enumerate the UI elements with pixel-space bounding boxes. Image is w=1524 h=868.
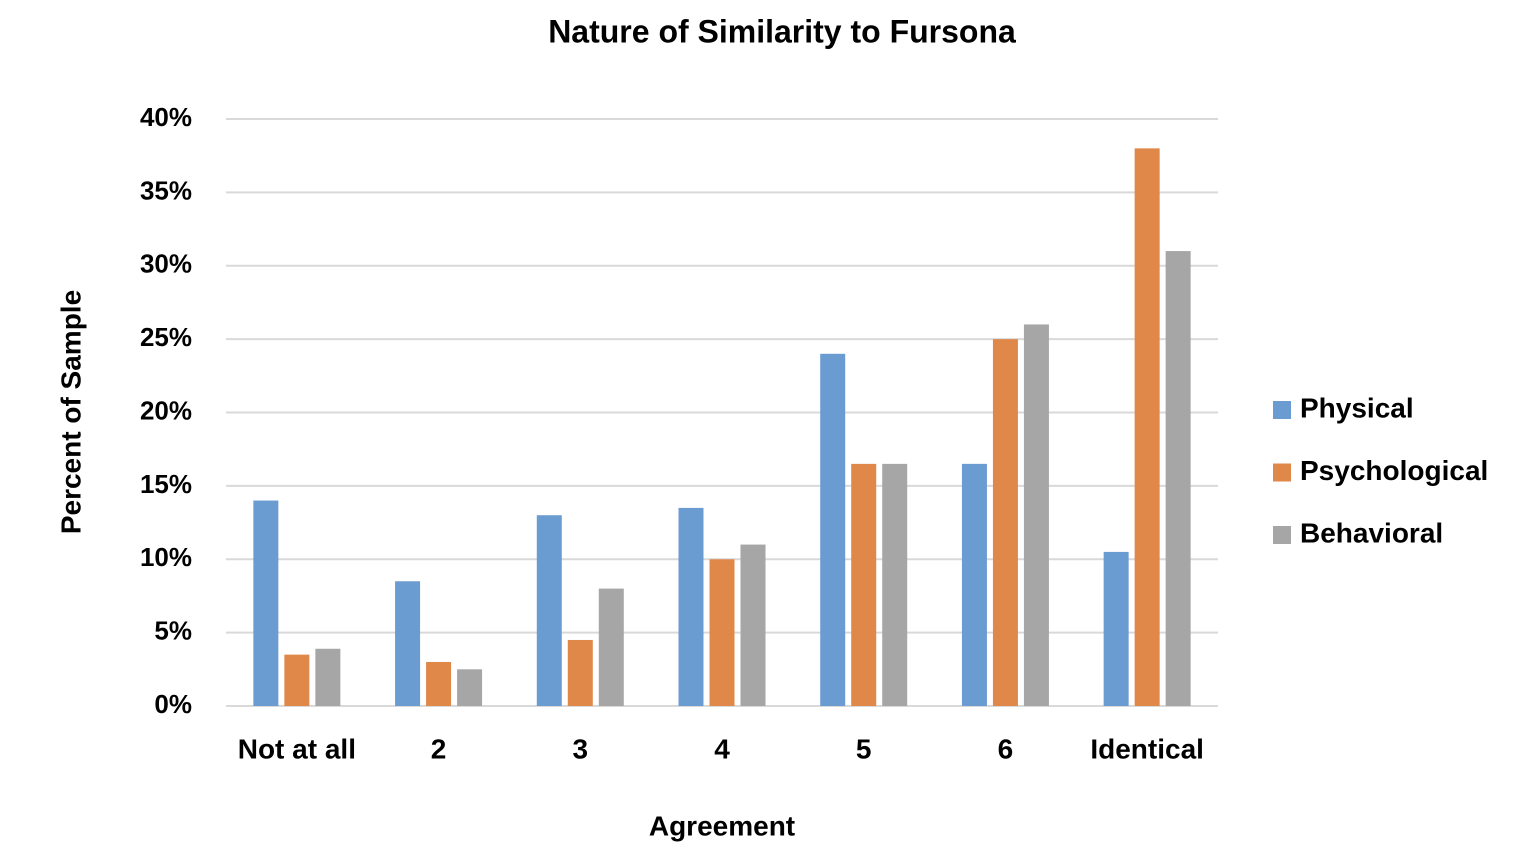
x-tick-label: Not at all bbox=[238, 733, 356, 764]
bar bbox=[1023, 324, 1049, 706]
legend-swatch bbox=[1273, 463, 1291, 482]
bar bbox=[253, 500, 279, 706]
legend-swatch bbox=[1273, 526, 1291, 544]
y-tick-label: 5% bbox=[154, 616, 192, 646]
x-tick-label: 5 bbox=[856, 733, 872, 764]
bar bbox=[992, 339, 1018, 706]
y-tick-label: 20% bbox=[140, 395, 192, 425]
bar bbox=[395, 581, 421, 706]
y-tick-label: 40% bbox=[140, 102, 192, 132]
bar bbox=[678, 507, 704, 706]
bar bbox=[820, 353, 846, 706]
bar bbox=[709, 559, 735, 706]
y-tick-label: 25% bbox=[140, 322, 192, 352]
y-tick-label: 35% bbox=[140, 175, 192, 205]
bar bbox=[1103, 551, 1129, 706]
bar bbox=[567, 639, 593, 706]
x-axis-title: Agreement bbox=[649, 810, 795, 841]
bar bbox=[851, 463, 877, 706]
bar bbox=[457, 669, 483, 706]
legend-label: Psychological bbox=[1300, 455, 1488, 486]
bar bbox=[1165, 251, 1191, 706]
y-tick-label: 15% bbox=[140, 469, 192, 499]
y-tick-label: 10% bbox=[140, 542, 192, 572]
bar bbox=[961, 463, 987, 706]
bar bbox=[1134, 148, 1160, 707]
y-axis-title: Percent of Sample bbox=[55, 290, 86, 534]
bar bbox=[882, 463, 908, 706]
bar bbox=[740, 544, 766, 706]
bar bbox=[426, 661, 452, 706]
bar bbox=[598, 588, 624, 706]
x-tick-label: 2 bbox=[431, 733, 447, 764]
x-tick-label: 4 bbox=[714, 733, 730, 764]
x-tick-label: 3 bbox=[572, 733, 588, 764]
y-tick-label: 0% bbox=[154, 689, 192, 719]
x-tick-label: 6 bbox=[998, 733, 1014, 764]
legend-swatch bbox=[1273, 401, 1291, 419]
chart-title: Nature of Similarity to Fursona bbox=[548, 13, 1016, 49]
x-tick-label: Identical bbox=[1090, 733, 1204, 764]
y-tick-label: 30% bbox=[140, 249, 192, 279]
bar bbox=[284, 654, 310, 706]
legend-label: Behavioral bbox=[1300, 517, 1443, 548]
bar bbox=[536, 515, 562, 706]
legend-label: Physical bbox=[1300, 392, 1414, 423]
bar bbox=[315, 648, 341, 706]
